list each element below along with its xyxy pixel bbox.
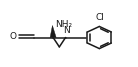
Text: Cl: Cl bbox=[96, 13, 104, 22]
Text: N: N bbox=[63, 26, 70, 35]
Text: O: O bbox=[10, 32, 17, 41]
Text: NH₂: NH₂ bbox=[55, 20, 73, 29]
Polygon shape bbox=[50, 25, 56, 38]
